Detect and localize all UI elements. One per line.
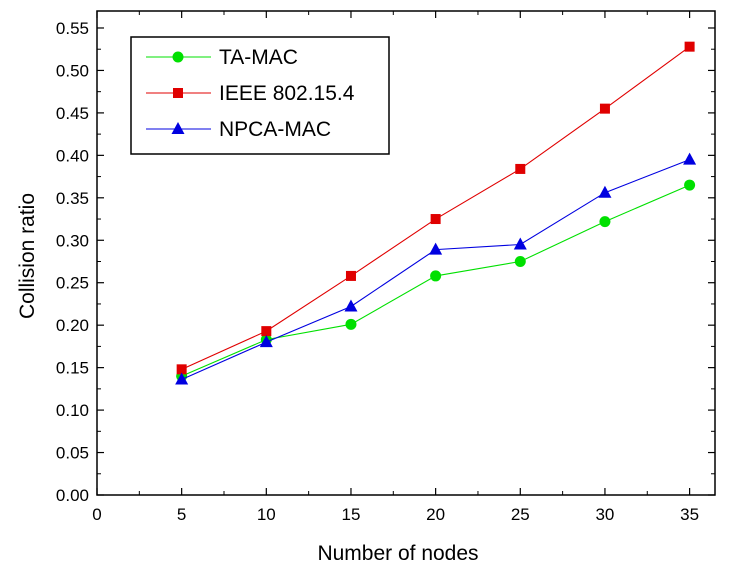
legend-marker-npca-mac	[171, 122, 185, 134]
x-tick-label: 30	[595, 505, 614, 524]
x-tick-label: 0	[92, 505, 101, 524]
data-point-npca-mac	[344, 299, 358, 312]
data-point-ta-mac	[345, 318, 357, 330]
y-tick-label: 0.50	[56, 61, 89, 80]
data-point-ieee-802-15-4	[261, 326, 272, 337]
y-tick-label: 0.30	[56, 231, 89, 250]
y-tick-label: 0.35	[56, 189, 89, 208]
data-point-ieee-802-15-4	[430, 214, 441, 225]
y-tick-label: 0.45	[56, 104, 89, 123]
data-point-npca-mac	[259, 335, 273, 348]
plot-frame	[96, 10, 716, 496]
axes-layer: 0.00 0.05 0.10 0.15 0.20 0.25 0.30 0.35 0.40 0.45…	[56, 10, 716, 524]
data-point-npca-mac	[598, 185, 612, 198]
legend-marker-ieee-802-15-4	[173, 88, 183, 98]
y-tick-label: 0.40	[56, 146, 89, 165]
x-tick-label: 5	[177, 505, 186, 524]
data-point-ieee-802-15-4	[684, 41, 695, 52]
data-point-npca-mac	[429, 242, 443, 255]
data-point-ieee-802-15-4	[599, 103, 610, 114]
data-point-npca-mac	[683, 152, 697, 165]
legend-label-npca-mac: NPCA-MAC	[219, 118, 331, 141]
data-point-npca-mac	[513, 237, 527, 250]
legend-marker-ta-mac	[172, 51, 184, 63]
x-axis-title: Number of nodes	[317, 542, 478, 565]
legend: TA-MAC IEEE 802.15.4 NPCA-MAC	[130, 36, 390, 155]
y-tick-label: 0.00	[56, 486, 89, 505]
x-tick-label: 10	[257, 505, 276, 524]
y-tick-label: 0.05	[56, 444, 89, 463]
legend-label-ieee-802-15-4: IEEE 802.15.4	[219, 82, 355, 105]
series-line-npca-mac	[181, 159, 690, 381]
y-tick-label: 0.20	[56, 316, 89, 335]
x-tick-label: 20	[426, 505, 445, 524]
plot-layer	[175, 41, 697, 385]
data-point-ta-mac	[430, 270, 442, 282]
data-point-npca-mac	[175, 372, 189, 385]
x-tick-label: 15	[342, 505, 361, 524]
data-point-ta-mac	[514, 255, 526, 267]
legend-label-ta-mac: TA-MAC	[219, 46, 298, 69]
data-point-ta-mac	[599, 216, 611, 228]
y-axis-title: Collision ratio	[16, 193, 39, 319]
x-tick-label: 25	[511, 505, 530, 524]
y-tick-label: 0.25	[56, 274, 89, 293]
x-tick-label: 35	[680, 505, 699, 524]
data-point-ta-mac	[684, 179, 696, 191]
data-point-ieee-802-15-4	[176, 364, 187, 375]
data-point-ieee-802-15-4	[345, 270, 356, 281]
y-tick-label: 0.55	[56, 19, 89, 38]
y-tick-label: 0.10	[56, 401, 89, 420]
y-tick-label: 0.15	[56, 359, 89, 378]
data-point-ieee-802-15-4	[515, 163, 526, 174]
